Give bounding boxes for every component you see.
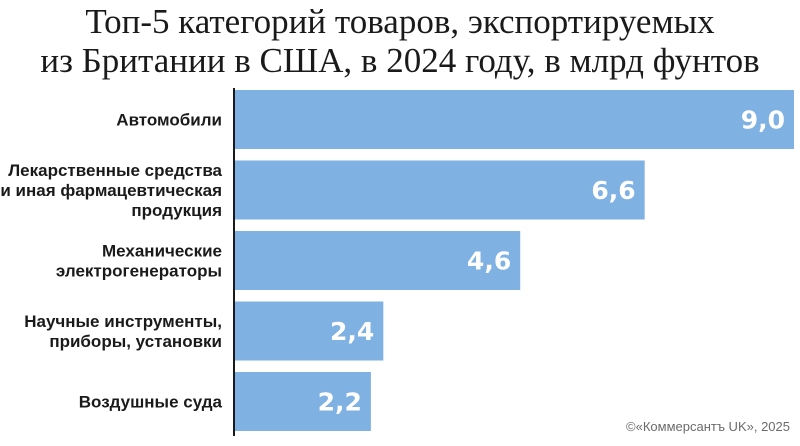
category-label-3: Механические электрогенераторы [56, 242, 222, 281]
category-label-line: приборы, установки [49, 332, 222, 351]
bar-1 [234, 90, 794, 149]
category-label-line: Воздушные суда [79, 393, 223, 412]
category-label-line: электрогенераторы [56, 262, 222, 281]
category-label-line: и иная фармацевтическая [0, 181, 222, 200]
bar-value-label-4: 2,4 [330, 317, 374, 346]
category-label-4: Научные инструменты, приборы, установки [24, 312, 222, 351]
chart-title: Топ-5 категорий товаров, экспортируемых … [0, 2, 800, 80]
bar-4 [234, 301, 384, 361]
category-label-2: Лекарственные средства и иная фармацевтич… [0, 161, 222, 220]
bar-value-label-3: 4,6 [467, 247, 511, 276]
category-label-line: продукция [131, 201, 222, 220]
category-label-line: Механические [102, 242, 222, 261]
category-label-line: Научные инструменты, [24, 312, 222, 331]
bar-value-label-5: 2,2 [318, 388, 362, 417]
category-label-line: Автомобили [116, 111, 222, 130]
category-label-line: Лекарственные средства [8, 161, 222, 180]
category-label-5: Воздушные суда [79, 393, 223, 412]
bar-3 [234, 231, 521, 290]
category-label-1: Автомобили [116, 111, 222, 130]
chart-title-line-2: из Британии в США, в 2024 году, в млрд ф… [40, 41, 760, 80]
bar-5 [234, 372, 371, 431]
copyright-credit: ©«Коммерсантъ UK», 2025 [626, 419, 790, 434]
bar-value-label-1: 9,0 [741, 106, 785, 135]
bar-value-label-2: 6,6 [591, 176, 635, 205]
bar-2 [234, 160, 645, 220]
chart-title-line-1: Топ-5 категорий товаров, экспортируемых [85, 2, 715, 41]
